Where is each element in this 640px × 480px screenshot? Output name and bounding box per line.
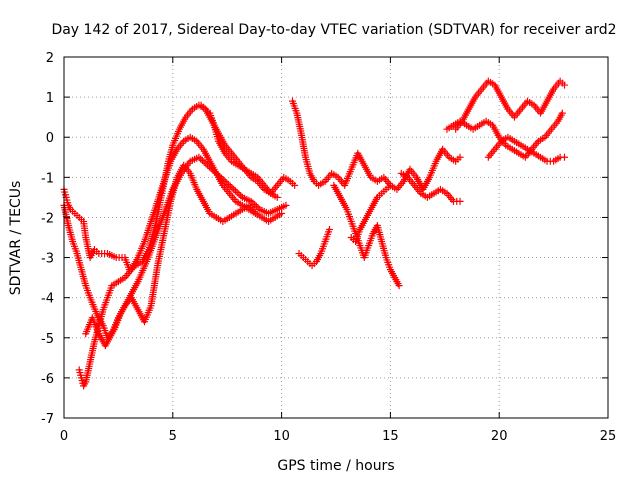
- data-point-marker: [456, 153, 464, 161]
- y-tick-label: -7: [41, 412, 54, 427]
- series-track-m: [484, 133, 568, 165]
- data-point-marker: [560, 153, 568, 161]
- axis-ticks: 0 5 10 15 20 25 -7 -6 -5 -4 -3 -2 -1 0 1 2: [41, 51, 616, 444]
- y-tick-label: -1: [41, 171, 54, 186]
- data-point-marker: [273, 193, 281, 201]
- x-tick-label: 25: [600, 429, 617, 444]
- series-track-i: [347, 181, 394, 246]
- data-point-marker: [325, 225, 333, 233]
- y-tick-label: -2: [41, 211, 54, 226]
- series-track-e: [197, 101, 281, 201]
- data-point-marker: [558, 109, 566, 117]
- plot-frame: [63, 56, 609, 419]
- chart-title: Day 142 of 2017, Sidereal Day-to-day VTE…: [51, 22, 616, 38]
- series-track-c: [75, 133, 286, 390]
- x-axis-label: GPS time / hours: [277, 458, 394, 474]
- data-point-marker: [560, 81, 568, 89]
- x-tick-label: 0: [60, 429, 68, 444]
- data-point-marker: [230, 185, 238, 193]
- data-point-marker: [456, 197, 464, 205]
- y-tick-label: 2: [46, 51, 54, 66]
- data-series: [60, 77, 568, 390]
- data-point-marker: [235, 190, 243, 198]
- x-tick-label: 5: [169, 429, 177, 444]
- data-point-marker: [291, 181, 299, 189]
- data-point-marker: [233, 189, 241, 197]
- series-track-g: [295, 225, 333, 270]
- data-point-marker: [386, 181, 394, 189]
- data-point-marker: [231, 187, 239, 195]
- y-tick-label: 1: [46, 91, 54, 106]
- x-tick-label: 15: [382, 429, 399, 444]
- series-track-h: [330, 181, 403, 290]
- y-axis-label: SDTVAR / TECUs: [8, 181, 24, 296]
- y-tick-label: -3: [41, 252, 54, 267]
- x-tick-label: 20: [491, 429, 508, 444]
- x-tick-label: 10: [273, 429, 290, 444]
- y-tick-label: -6: [41, 372, 54, 387]
- data-point-marker: [197, 155, 205, 163]
- data-point-marker: [395, 282, 403, 290]
- data-point-marker: [278, 209, 286, 217]
- series-track-k: [452, 77, 568, 133]
- series-track-f: [288, 97, 464, 193]
- series-track-d: [82, 161, 259, 350]
- data-point-marker: [282, 201, 290, 209]
- y-tick-label: -5: [41, 332, 54, 347]
- y-tick-label: 0: [46, 131, 54, 146]
- data-point-marker: [251, 209, 259, 217]
- series-track-j: [397, 169, 464, 205]
- y-tick-label: -4: [41, 292, 54, 307]
